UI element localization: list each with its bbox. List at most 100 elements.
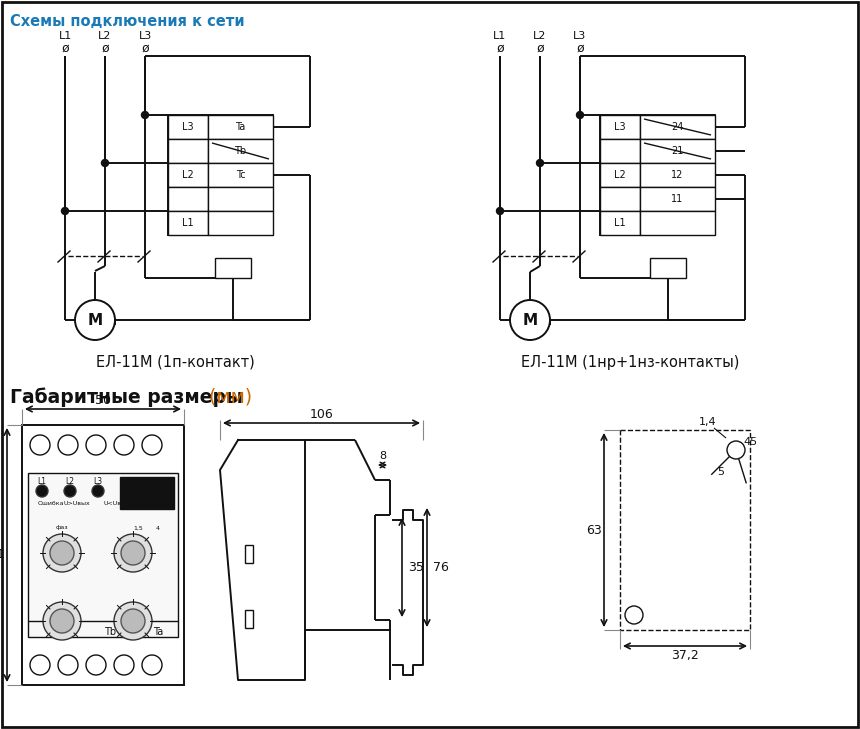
Bar (600, 211, 640, 235)
Bar (600, 139, 640, 163)
Bar (208, 115, 273, 139)
Bar (208, 211, 273, 235)
Bar (120, 477, 174, 509)
Text: Габаритные размеры: Габаритные размеры (10, 387, 243, 407)
Circle shape (576, 112, 583, 119)
Text: L1: L1 (58, 31, 71, 41)
Text: U>Uвых: U>Uвых (63, 501, 89, 505)
Bar (650, 258, 686, 278)
Bar (168, 163, 208, 187)
Text: L3: L3 (138, 31, 151, 41)
Text: Tc: Tc (236, 170, 245, 180)
Circle shape (64, 485, 76, 497)
Text: 1,4: 1,4 (699, 417, 717, 427)
Bar (245, 545, 253, 563)
Circle shape (58, 435, 78, 455)
Bar (168, 115, 208, 139)
Text: L2: L2 (65, 477, 75, 486)
Bar (640, 139, 715, 163)
Circle shape (121, 541, 145, 565)
Text: 50: 50 (95, 394, 111, 407)
Text: M: M (88, 313, 102, 327)
Circle shape (121, 609, 145, 633)
Circle shape (62, 208, 69, 214)
Text: L3: L3 (94, 477, 102, 486)
Text: L2: L2 (614, 170, 626, 180)
Bar (640, 163, 715, 187)
Text: 11: 11 (672, 194, 684, 204)
Circle shape (114, 602, 152, 640)
Text: L2: L2 (98, 31, 112, 41)
Bar (208, 163, 273, 187)
Circle shape (101, 160, 108, 166)
Text: L1: L1 (614, 218, 626, 228)
Bar (215, 258, 251, 278)
Bar (28, 473, 178, 637)
Text: L1: L1 (494, 31, 507, 41)
Text: фаз: фаз (56, 526, 68, 531)
Text: L2: L2 (182, 170, 194, 180)
Text: 106: 106 (310, 408, 334, 421)
Circle shape (510, 300, 550, 340)
Bar (208, 187, 273, 211)
Text: 8: 8 (379, 451, 386, 461)
Text: ø: ø (496, 42, 504, 55)
Bar (640, 187, 715, 211)
Text: Tb: Tb (235, 146, 247, 156)
Text: ЕЛ-11М (1нр+1нз-контакты): ЕЛ-11М (1нр+1нз-контакты) (521, 354, 740, 370)
Bar (168, 187, 208, 211)
Text: 63: 63 (587, 523, 602, 537)
Circle shape (537, 160, 544, 166)
Text: 81: 81 (0, 548, 5, 561)
Circle shape (114, 655, 134, 675)
Text: 12: 12 (672, 170, 684, 180)
Text: 4: 4 (156, 526, 160, 531)
Circle shape (142, 435, 162, 455)
Bar (640, 115, 715, 139)
Text: L3: L3 (574, 31, 587, 41)
Circle shape (43, 534, 81, 572)
Circle shape (86, 435, 106, 455)
Text: L1: L1 (182, 218, 194, 228)
Text: ø: ø (61, 42, 69, 55)
Bar (640, 211, 715, 235)
Text: 37,2: 37,2 (671, 649, 699, 661)
Circle shape (50, 609, 74, 633)
Text: Схемы подключения к сети: Схемы подключения к сети (10, 14, 244, 29)
Text: M: M (522, 313, 538, 327)
Text: ø: ø (536, 42, 544, 55)
Bar (620, 430, 750, 630)
Text: ø: ø (141, 42, 149, 55)
Text: Tb: Tb (104, 627, 116, 637)
Circle shape (625, 606, 643, 624)
Bar (245, 610, 253, 628)
Text: TDM: TDM (133, 482, 161, 492)
Text: ø: ø (576, 42, 584, 55)
Circle shape (114, 534, 152, 572)
Bar (168, 139, 208, 163)
Text: 21: 21 (672, 146, 684, 156)
Text: U<Uвых: U<Uвых (103, 501, 130, 505)
Text: КМ: КМ (660, 263, 676, 273)
Text: L2: L2 (533, 31, 547, 41)
Polygon shape (393, 510, 423, 675)
Text: (мм): (мм) (203, 387, 252, 406)
Bar (168, 211, 208, 235)
Circle shape (50, 541, 74, 565)
Circle shape (86, 655, 106, 675)
Text: ЕЛ-11М: ЕЛ-11М (130, 496, 164, 504)
Text: ЕЛ-11М (1п-контакт): ЕЛ-11М (1п-контакт) (95, 354, 255, 370)
Text: 5: 5 (717, 467, 724, 477)
Circle shape (30, 435, 50, 455)
Circle shape (58, 655, 78, 675)
Bar (22, 425, 184, 685)
Bar (600, 187, 640, 211)
Circle shape (727, 441, 745, 459)
Circle shape (75, 300, 115, 340)
Bar (168, 115, 273, 235)
Circle shape (92, 485, 104, 497)
Circle shape (496, 208, 503, 214)
Text: КМ: КМ (225, 263, 241, 273)
Text: 1,5: 1,5 (133, 526, 143, 531)
Text: Tc: Tc (57, 627, 67, 637)
